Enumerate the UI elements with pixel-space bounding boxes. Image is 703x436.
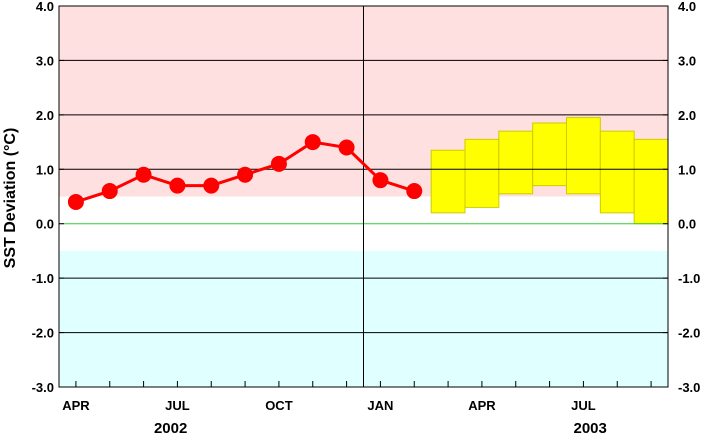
year-label: 2003 (573, 420, 606, 436)
forecast-boxes (430, 117, 669, 225)
forecast-box (599, 130, 635, 214)
observed-point (203, 177, 220, 194)
y-tick-label-right: 4.0 (678, 0, 696, 14)
y-tick-label-right: 1.0 (678, 162, 696, 177)
y-tick-label-right: 3.0 (678, 53, 696, 68)
y-tick-label-left: 2.0 (36, 108, 54, 123)
observed-point (270, 155, 287, 172)
year-label: 2002 (154, 420, 187, 436)
observed-point (67, 193, 84, 210)
y-tick-label-left: 3.0 (36, 53, 54, 68)
x-tick-label: JAN (367, 398, 393, 413)
observed-point (304, 134, 321, 151)
y-tick-label-left: -3.0 (32, 380, 54, 395)
forecast-box (464, 138, 500, 208)
observed-point (338, 139, 355, 156)
forecast-box (430, 149, 466, 214)
x-tick-label: OCT (265, 398, 293, 413)
y-tick-label-right: 0.0 (678, 217, 696, 232)
observed-point (237, 166, 254, 183)
axis-labels: -3.0 -3.0 -2.0 -2.0 -1.0 -1.0 0.0 0.0 1.0 1.0 2.0 2… (32, 0, 701, 436)
x-tick-label: APR (468, 398, 496, 413)
x-tick-label: JUL (571, 398, 596, 413)
x-tick-label: APR (62, 398, 90, 413)
y-tick-label-right: -1.0 (678, 271, 700, 286)
y-tick-label-left: 4.0 (36, 0, 54, 14)
forecast-box (532, 122, 568, 187)
y-tick-label-right: 2.0 (678, 108, 696, 123)
observed-series (67, 134, 423, 210)
observed-point (372, 172, 389, 189)
y-tick-label-left: -1.0 (32, 271, 54, 286)
x-tick-label: JUL (165, 398, 190, 413)
forecast-box (498, 130, 534, 195)
plot-frame (58, 5, 669, 388)
observed-point (101, 183, 118, 200)
observed-point (406, 183, 423, 200)
axes (58, 5, 669, 388)
y-tick-label-right: -3.0 (678, 380, 700, 395)
y-tick-label-left: -2.0 (32, 326, 54, 341)
y-tick-label-left: 0.0 (36, 217, 54, 232)
forecast-box (633, 138, 669, 225)
forecast-box (566, 117, 601, 195)
y-axis-title: SST Deviation (°C) (2, 128, 19, 269)
y-tick-label-left: 1.0 (36, 162, 54, 177)
observed-point (169, 177, 186, 194)
observed-point (135, 166, 152, 183)
grid-lines (59, 6, 668, 387)
y-tick-label-right: -2.0 (678, 326, 700, 341)
